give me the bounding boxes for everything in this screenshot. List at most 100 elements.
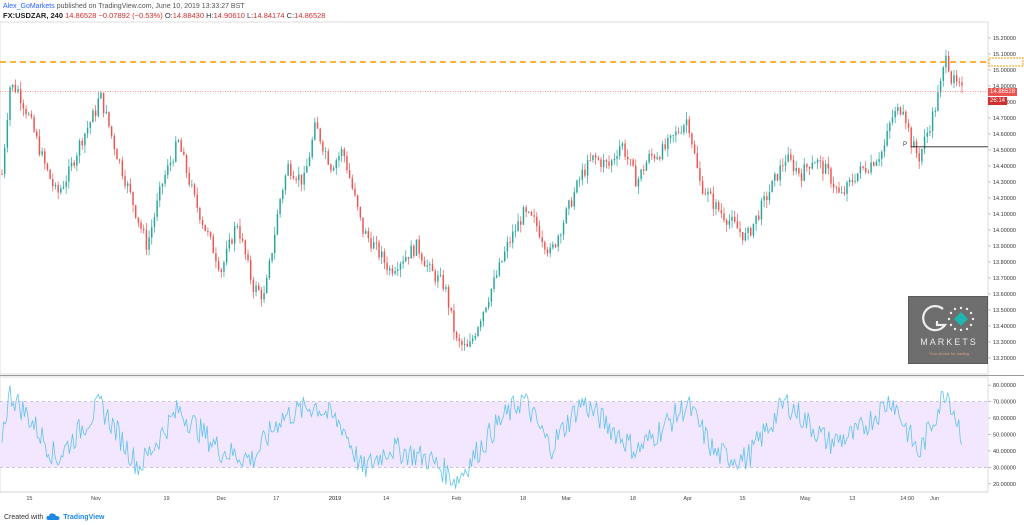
candle xyxy=(132,191,134,206)
candle xyxy=(110,126,113,136)
price-axis-label-20: 13.20000 xyxy=(993,356,1016,362)
time-axis-label-16: Jun xyxy=(930,496,939,502)
candle xyxy=(372,242,375,249)
candle xyxy=(292,176,295,179)
candle xyxy=(263,293,265,300)
candle xyxy=(17,89,19,93)
candle xyxy=(453,310,455,333)
candle xyxy=(482,311,485,322)
candle xyxy=(790,154,792,160)
candle xyxy=(121,160,124,177)
candle xyxy=(201,219,204,225)
published-text: published on TradingView.com, June 10, 2… xyxy=(56,3,245,10)
candle xyxy=(295,178,297,181)
candle xyxy=(423,260,426,267)
time-axis-label-6: 14 xyxy=(383,496,389,502)
candle xyxy=(897,107,899,112)
candle xyxy=(667,138,669,150)
symbol-label[interactable]: FX:USDZAR, 240 xyxy=(3,11,64,20)
candle xyxy=(816,160,819,163)
candle xyxy=(544,242,546,250)
price-axis-label-11: 14.10000 xyxy=(993,212,1016,218)
price-axis-label-1: 15.10000 xyxy=(993,52,1016,58)
time-axis-label-0: 15 xyxy=(26,496,32,502)
candle xyxy=(319,128,321,142)
candle xyxy=(848,180,851,183)
candle xyxy=(824,163,827,174)
candle xyxy=(54,184,57,187)
time-axis-label-15: 14:00 xyxy=(900,496,914,502)
high-label: H: xyxy=(206,11,214,20)
candle xyxy=(118,159,121,161)
time-axis-label-10: 18 xyxy=(630,496,636,502)
candle xyxy=(418,239,420,254)
candle xyxy=(193,184,196,195)
time-axis-label-2: 19 xyxy=(164,496,170,502)
candle xyxy=(835,187,838,189)
candle xyxy=(881,151,883,160)
candle xyxy=(894,111,896,118)
price-axis-label-3: 14.90000 xyxy=(993,84,1016,90)
candle xyxy=(568,200,570,209)
candle xyxy=(81,140,83,146)
price-axis-label-12: 14.00000 xyxy=(993,228,1016,234)
tradingview-cloud-icon xyxy=(46,513,60,520)
candle xyxy=(244,240,247,255)
author-link[interactable]: Alex_GoMarkets xyxy=(3,3,55,10)
candle xyxy=(199,207,201,220)
candle xyxy=(771,180,773,193)
candle xyxy=(407,256,410,259)
candle xyxy=(926,132,928,137)
candle xyxy=(618,146,621,157)
candle xyxy=(375,242,378,244)
candle xyxy=(733,216,736,222)
price-axis-label-17: 13.50000 xyxy=(993,308,1016,314)
watermark-text: MARKETS xyxy=(920,337,978,347)
candle xyxy=(231,239,233,244)
candle xyxy=(709,191,712,194)
candle xyxy=(362,217,364,234)
candle xyxy=(52,179,54,187)
candle xyxy=(19,89,22,104)
candle xyxy=(752,223,755,236)
candle xyxy=(664,144,666,150)
candle xyxy=(832,183,835,188)
candle xyxy=(191,184,193,186)
candle xyxy=(105,111,108,114)
candle xyxy=(635,165,637,187)
candle xyxy=(886,130,888,146)
candle xyxy=(49,169,51,180)
candle xyxy=(910,127,912,148)
candle xyxy=(862,166,864,169)
candle xyxy=(212,236,214,254)
candle xyxy=(760,200,763,220)
candle xyxy=(426,265,428,267)
candle xyxy=(86,127,89,134)
candle xyxy=(610,160,613,166)
candle xyxy=(621,143,624,147)
candle xyxy=(57,184,59,193)
candle xyxy=(576,180,578,193)
candle xyxy=(466,343,469,347)
candle xyxy=(257,285,260,291)
candle xyxy=(728,220,731,225)
candle xyxy=(731,216,733,221)
candle xyxy=(624,143,626,157)
candle xyxy=(228,239,231,249)
candle xyxy=(346,156,348,171)
candle xyxy=(322,141,324,152)
candle xyxy=(592,155,594,161)
candle xyxy=(851,180,854,182)
candle xyxy=(311,139,313,158)
candle xyxy=(934,110,936,112)
candle xyxy=(669,135,672,139)
tradingview-link[interactable]: TradingView xyxy=(63,513,105,521)
candle xyxy=(188,172,190,185)
candle xyxy=(474,335,477,339)
candle xyxy=(584,169,586,176)
candle xyxy=(153,216,156,228)
candle xyxy=(332,168,335,171)
candle xyxy=(113,135,116,150)
price-axis-label-7: 14.50000 xyxy=(993,148,1016,154)
